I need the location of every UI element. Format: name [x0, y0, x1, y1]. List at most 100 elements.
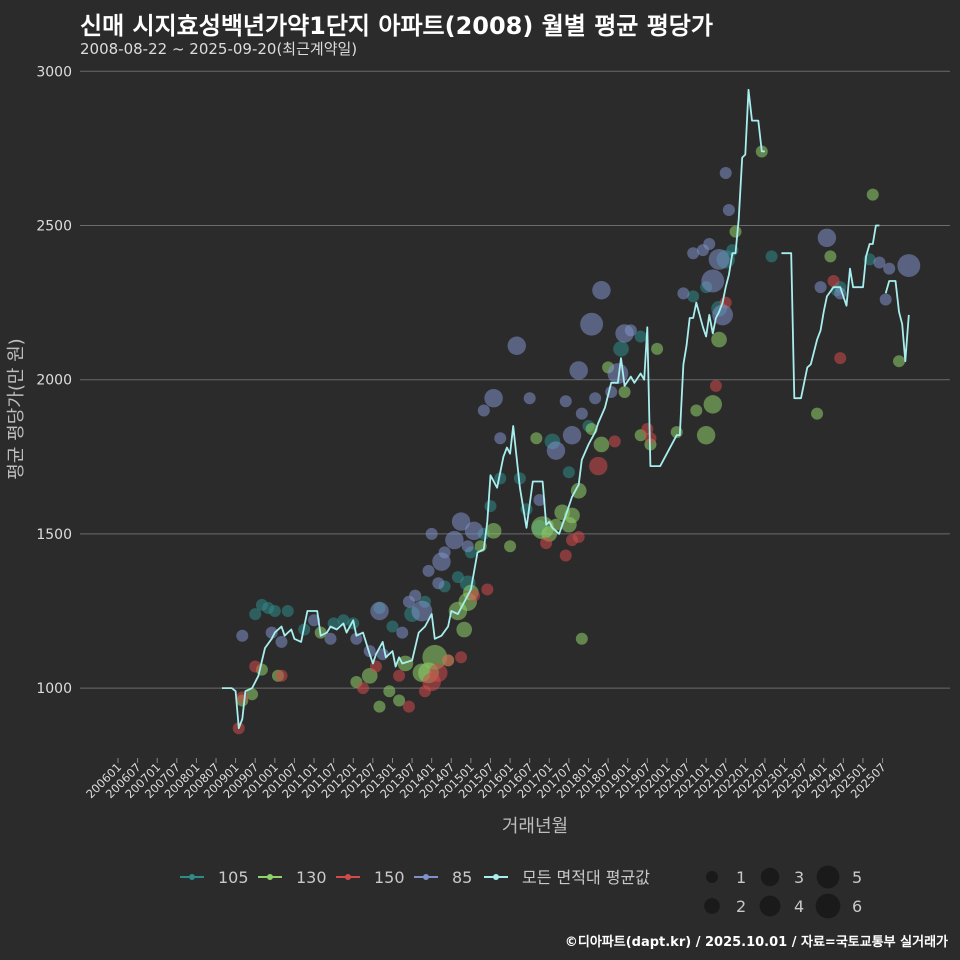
point-105	[386, 620, 399, 633]
legend-label-130: 130	[296, 868, 327, 887]
point-105	[687, 290, 700, 303]
point-85	[897, 254, 921, 278]
point-85	[575, 407, 588, 420]
point-130	[711, 331, 727, 348]
point-150	[442, 654, 455, 667]
point-85	[722, 204, 735, 217]
point-105	[562, 466, 575, 479]
point-85	[873, 256, 886, 269]
point-85	[438, 546, 451, 559]
point-85	[814, 281, 827, 294]
point-85	[677, 287, 690, 300]
chart-title: 신매 시지효성백년가약1단지 아파트(2008) 월별 평균 평당가	[80, 12, 713, 40]
point-85	[432, 577, 445, 590]
size-legend-label: 2	[736, 897, 746, 916]
point-130	[696, 425, 716, 445]
point-130	[393, 694, 406, 707]
point-150	[393, 669, 406, 682]
point-85	[324, 632, 337, 645]
chart-subtitle: 2008-08-22 ~ 2025-09-20(최근계약일)	[80, 40, 358, 58]
point-130	[485, 523, 502, 539]
point-85	[265, 626, 278, 639]
point-130	[575, 632, 588, 645]
point-85	[817, 228, 837, 248]
size-legend-circle	[815, 893, 841, 919]
point-150	[357, 682, 370, 695]
point-130	[422, 644, 448, 670]
legend-swatch-dot-130	[267, 874, 273, 880]
point-105	[634, 330, 647, 343]
point-150	[468, 589, 481, 602]
point-130	[530, 432, 543, 445]
point-85	[477, 404, 490, 417]
point-105	[765, 250, 778, 263]
point-130	[504, 540, 517, 553]
y-tick-label: 2000	[36, 373, 72, 389]
point-105	[613, 341, 629, 357]
legend-swatch-dot-105	[189, 874, 195, 880]
point-85	[461, 540, 474, 553]
point-85	[451, 512, 471, 531]
point-105	[484, 500, 497, 513]
point-150	[236, 691, 249, 704]
point-105	[494, 472, 507, 485]
point-85	[559, 395, 572, 408]
size-legend-circle	[704, 898, 720, 914]
point-85	[350, 632, 363, 645]
point-85	[708, 249, 730, 270]
size-legend-label: 6	[852, 897, 862, 916]
x-axis-title: 거래년월	[502, 816, 568, 837]
point-85	[687, 247, 700, 260]
point-150	[455, 651, 468, 664]
point-85	[409, 589, 422, 602]
point-85	[879, 293, 892, 306]
point-105	[268, 605, 281, 618]
point-130	[564, 507, 580, 524]
point-150	[429, 663, 448, 682]
point-85	[589, 392, 602, 405]
point-130	[570, 482, 587, 499]
point-85	[396, 626, 409, 639]
point-85	[411, 600, 433, 622]
point-85	[308, 614, 321, 627]
point-130	[729, 225, 742, 238]
y-tick-label: 1500	[36, 527, 72, 543]
point-85	[370, 601, 389, 621]
point-130	[866, 188, 879, 201]
point-150	[834, 352, 847, 365]
point-85	[701, 269, 725, 293]
point-85	[624, 324, 637, 337]
point-130	[618, 386, 631, 399]
legend-swatch-dot-150	[345, 874, 351, 880]
point-85	[569, 361, 588, 380]
point-150	[589, 456, 608, 476]
y-tick-label: 2500	[36, 218, 72, 234]
point-85	[425, 527, 438, 540]
legend-label-150: 150	[374, 868, 405, 887]
point-130	[690, 404, 703, 417]
y-axis-title: 평균 평당가(만 원)	[6, 338, 27, 479]
size-legend-circle	[759, 895, 781, 917]
point-130	[383, 685, 396, 698]
point-105	[249, 608, 262, 621]
point-85	[703, 237, 716, 250]
point-150	[481, 583, 494, 596]
point-85	[464, 521, 484, 541]
point-130	[373, 700, 386, 713]
point-85	[507, 336, 526, 355]
point-85	[592, 281, 611, 300]
point-85	[275, 635, 288, 648]
point-85	[363, 645, 376, 658]
size-legend-label: 1	[736, 868, 746, 887]
point-85	[484, 388, 503, 408]
point-85	[712, 304, 733, 326]
size-legend-label: 3	[794, 868, 804, 887]
point-85	[445, 530, 464, 550]
source-credit: ©디아파트(dapt.kr) / 2025.10.01 / 자료=국토교통부 실…	[564, 935, 948, 950]
y-tick-label: 1000	[36, 681, 72, 697]
point-130	[397, 655, 414, 672]
point-150	[540, 537, 553, 550]
point-85	[562, 425, 582, 445]
point-85	[494, 432, 507, 445]
